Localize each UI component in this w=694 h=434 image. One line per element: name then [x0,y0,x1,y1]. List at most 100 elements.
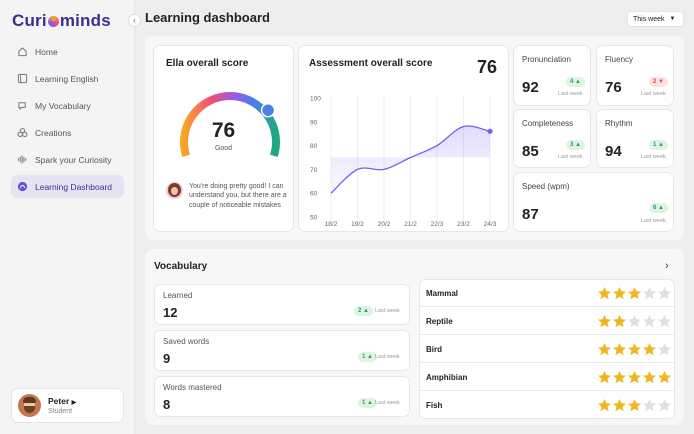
metric-card-pronunciation: Pronunciation 92 4 ▲ Last week [513,45,591,106]
list-item[interactable]: Mammal [420,280,674,307]
collapse-sidebar-button[interactable]: ‹ [128,14,141,27]
sidebar-nav: Home Learning English My Vocabulary Crea… [11,40,124,202]
last-week-label: Last week [375,400,400,406]
delta-badge: 1 ▲ [649,140,668,150]
star-rating [597,370,672,385]
vocab-stat-words-mastered: Words mastered 8 1 ▲ Last week [154,376,410,417]
series-line [330,125,491,194]
arrow-up-icon: ▲ [658,205,664,211]
last-week-label: Last week [375,354,400,360]
animal-name: Amphibian [426,373,468,382]
book-icon [17,73,28,84]
scores-section: Ella overall score 76 Good You're doing … [145,36,684,240]
star-filled-icon [628,399,641,412]
sidebar: Curi minds Home Learning English My Vocab… [0,0,135,434]
star-filled-icon [628,371,641,384]
data-point[interactable] [487,128,493,134]
series-area [331,126,490,194]
vocab-stat-value: 8 [163,397,171,412]
star-filled-icon [598,399,611,412]
chevron-right-icon[interactable]: › [665,260,669,272]
score-gauge [180,92,280,157]
animal-name: Fish [426,401,443,410]
y-tick-label: 80 [310,143,318,150]
metric-card-rhythm: Rhythm 94 1 ▲ Last week [596,109,674,168]
y-tick-label: 100 [310,96,321,103]
star-empty-icon [658,287,671,300]
period-select[interactable]: This week ▼ [627,11,684,27]
arrow-up-icon: ▲ [575,142,581,148]
star-filled-icon [643,343,656,356]
profile-name: Peter [48,396,70,406]
vocab-stat-label: Words mastered [163,383,222,392]
star-filled-icon [598,315,611,328]
arrow-up-icon: ▲ [367,400,373,406]
list-item[interactable]: Fish [420,392,674,419]
page-title: Learning dashboard [145,10,270,25]
tutor-avatar [166,182,183,199]
metric-title: Completeness [522,119,574,128]
user-profile[interactable]: Peter ▶ Student [11,388,124,423]
sidebar-item-learning-english[interactable]: Learning English [11,67,124,90]
logo-mark-icon [47,16,59,27]
delta-badge: 3 ▲ [566,140,585,150]
sidebar-item-learning-dashboard[interactable]: Learning Dashboard [11,175,124,198]
sidebar-item-my-vocabulary[interactable]: My Vocabulary [11,94,124,117]
sidebar-item-spark-your-curiosity[interactable]: Spark your Curiosity [11,148,124,171]
sidebar-item-label: Spark your Curiosity [35,154,112,165]
vocab-stat-value: 9 [163,351,171,366]
star-empty-icon [658,315,671,328]
star-empty-icon [643,399,656,412]
star-empty-icon [643,315,656,328]
chat-icon [17,100,28,111]
vocabulary-title: Vocabulary [154,261,208,272]
vocab-stat-label: Learned [163,291,193,300]
sidebar-item-home[interactable]: Home [11,40,124,63]
star-rating [597,314,672,329]
sidebar-item-label: My Vocabulary [35,100,91,111]
vocab-stat-value: 12 [163,305,178,320]
star-rating [597,342,672,357]
assessment-score: 76 [476,57,497,77]
metric-title: Pronunciation [522,55,571,64]
sidebar-item-creations[interactable]: Creations [11,121,124,144]
star-filled-icon [613,287,626,300]
arrow-up-icon: ▲ [575,79,581,85]
star-filled-icon [613,371,626,384]
arrow-up-icon: ▲ [363,308,369,314]
avatar [18,394,41,417]
overall-score-value: 76 [211,119,236,142]
list-item[interactable]: Amphibian [420,364,674,391]
metric-value: 87 [522,206,539,223]
feedback-text: You're doing pretty good! I can understa… [189,183,287,209]
caret-right-icon: ▶ [71,400,77,406]
assessment-title: Assessment overall score [309,58,433,69]
metric-title: Rhythm [605,119,633,128]
caret-down-icon: ▼ [669,16,676,22]
overall-score-label: Good [214,145,233,152]
delta-badge: 2 ▼ [649,77,668,87]
metric-card-completeness: Completeness 85 3 ▲ Last week [513,109,591,168]
home-icon [17,46,28,57]
arrow-down-icon: ▼ [658,79,664,85]
star-filled-icon [598,287,611,300]
vocab-stat-label: Saved words [163,337,210,346]
logo[interactable]: Curi minds [12,11,111,30]
star-filled-icon [613,315,626,328]
star-filled-icon [598,371,611,384]
list-item[interactable]: Bird [420,336,674,363]
creations-icon [17,127,28,138]
x-tick-label: 23/2 [457,221,470,228]
delta-badge: 1 ▲ [358,352,377,362]
metric-title: Fluency [605,55,634,64]
star-filled-icon [613,399,626,412]
last-week-label: Last week [558,154,583,160]
list-item[interactable]: Reptile [420,308,674,335]
x-tick-label: 19/2 [351,221,364,228]
period-select-value: This week [633,15,665,23]
x-tick-label: 22/3 [431,221,444,228]
x-tick-label: 21/2 [404,221,417,228]
metric-value: 76 [605,79,622,96]
metric-card-speed: Speed (wpm) 87 6 ▲ Last week [513,172,674,232]
metric-value: 94 [605,143,622,160]
